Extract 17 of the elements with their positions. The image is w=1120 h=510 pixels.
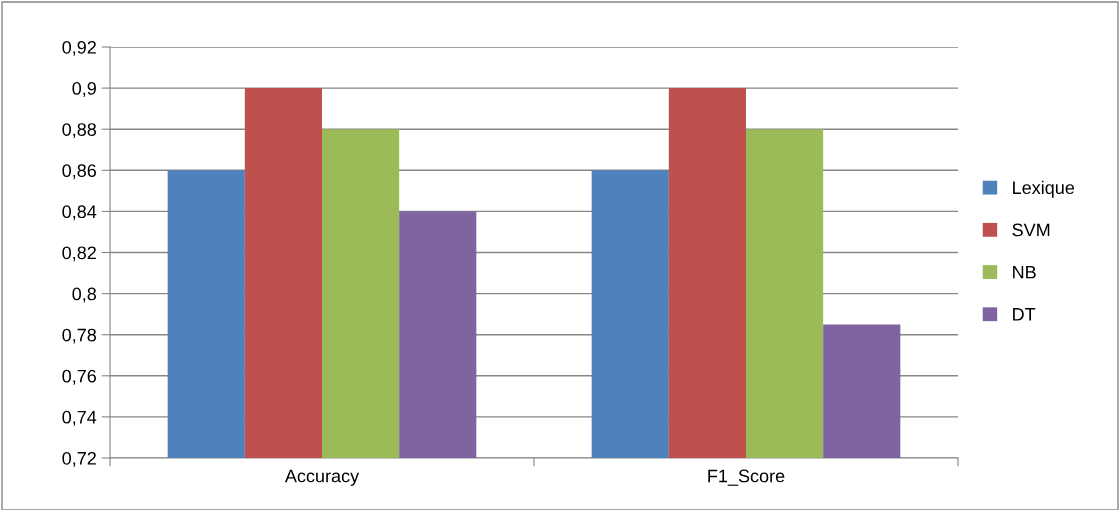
- y-tick-label: 0,74: [62, 410, 97, 426]
- y-tick-label: 0,72: [62, 451, 96, 467]
- legend-label: DT: [1013, 308, 1036, 321]
- y-tick-label: 0,92: [62, 40, 96, 56]
- x-tick-label: F1_Score: [708, 469, 785, 486]
- legend-label: NB: [1013, 265, 1036, 279]
- y-tick-label: 0,84: [62, 205, 97, 221]
- x-tick-label: Accuracy: [284, 469, 360, 486]
- legend-label: Lexique: [1013, 180, 1075, 198]
- y-tick-label: 0,88: [62, 123, 97, 139]
- y-tick-label: 0,9: [72, 82, 96, 97]
- legend-label: SVM: [1012, 223, 1050, 237]
- y-tick-label: 0,76: [62, 369, 97, 385]
- y-tick-label: 0,8: [72, 287, 97, 303]
- y-tick-label: 0,82: [62, 246, 96, 262]
- y-tick-label: 0,78: [62, 328, 97, 344]
- y-tick-label: 0,86: [62, 164, 97, 180]
